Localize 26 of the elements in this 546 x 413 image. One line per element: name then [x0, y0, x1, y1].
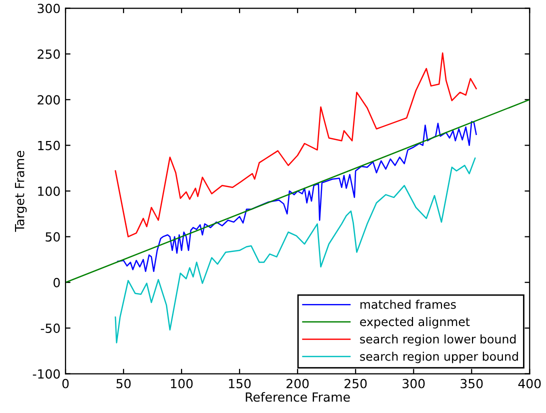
y-tick-label: -50	[40, 324, 60, 334]
legend-label: expected alignmet	[360, 317, 470, 328]
line-series	[114, 52, 477, 238]
x-tick-label: 250	[344, 378, 367, 388]
x-tick-label: 400	[518, 378, 541, 388]
x-tick-label: 150	[229, 378, 251, 388]
x-tick-label: 100	[170, 378, 193, 388]
y-tick-label: 200	[38, 95, 60, 105]
x-tick-label: 300	[402, 378, 425, 388]
x-tick-label: 0	[62, 378, 69, 388]
legend-label: search region upper bound	[360, 352, 518, 364]
y-tick-label: 150	[38, 140, 60, 150]
y-axis-title: Target Frame	[15, 150, 27, 232]
line-series	[117, 120, 477, 272]
y-tick-label: 0	[54, 278, 60, 288]
x-tick-label: 200	[286, 378, 309, 388]
x-tick-label: 50	[116, 378, 131, 388]
y-tick-label: 250	[38, 49, 60, 59]
legend-label: matched frames	[360, 300, 456, 309]
x-tick-label: 350	[460, 378, 483, 388]
y-tick-label: 50	[46, 232, 60, 242]
y-tick-label: -100	[32, 369, 60, 379]
y-tick-label: 100	[38, 186, 60, 196]
y-tick-label: 300	[38, 4, 60, 14]
legend-label: search region lower bound	[360, 334, 516, 346]
x-axis-title: Reference Frame	[246, 392, 350, 402]
